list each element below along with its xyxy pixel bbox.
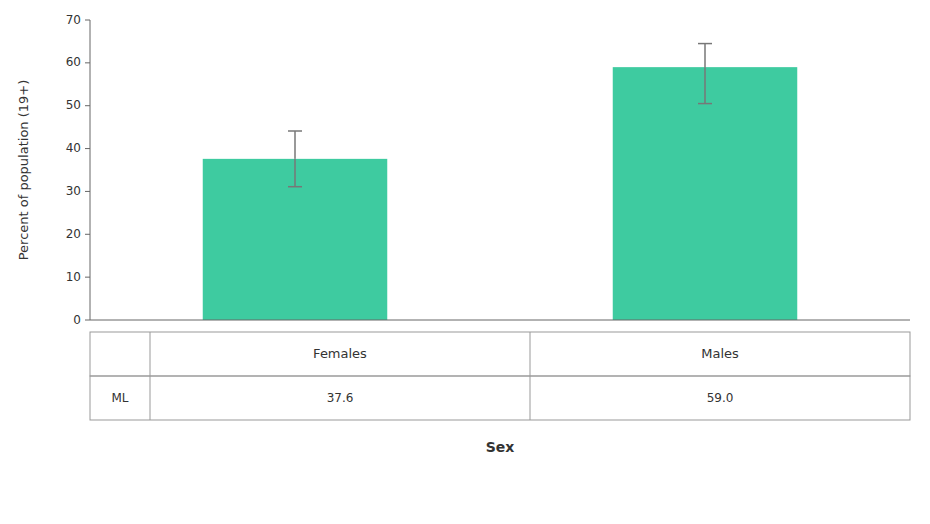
data-label: 37.6 — [327, 391, 354, 405]
table-row-values — [90, 376, 910, 420]
chart-container: 0 10 20 30 40 50 60 70 Percent of population (19… — [0, 0, 930, 524]
y-axis-label: Percent of population (19+) — [16, 80, 31, 261]
table-row-categories — [90, 332, 910, 376]
y-tick-label: 60 — [66, 55, 81, 69]
bar — [613, 67, 798, 320]
y-tick — [85, 191, 90, 192]
y-tick — [85, 234, 90, 235]
table-row-categories-divider — [530, 332, 531, 376]
x-tick-label: Females — [313, 346, 367, 361]
y-tick-label: 10 — [66, 270, 81, 284]
y-tick-label: 30 — [66, 184, 81, 198]
error-cap-upper — [288, 130, 302, 132]
y-tick — [85, 320, 90, 321]
y-tick-label: 0 — [73, 313, 81, 327]
table-row-label: ML — [111, 391, 128, 405]
error-bar-lower — [704, 67, 706, 103]
chart-svg: 0 10 20 30 40 50 60 70 Percent of population (19… — [0, 0, 930, 524]
y-tick-label: 50 — [66, 98, 81, 112]
y-tick — [85, 148, 90, 149]
table-row-values-divider — [150, 376, 151, 420]
error-bar-upper — [704, 44, 706, 68]
error-cap-lower — [288, 186, 302, 188]
error-bar-upper — [294, 131, 296, 159]
x-axis-label: Sex — [486, 439, 515, 455]
y-tick-label: 20 — [66, 227, 81, 241]
x-tick-label: Males — [701, 346, 739, 361]
error-cap-lower — [698, 103, 712, 105]
plot-area — [203, 44, 798, 320]
x-axis-line — [90, 320, 910, 321]
error-cap-upper — [698, 43, 712, 45]
y-tick-label: 70 — [66, 13, 81, 27]
y-tick — [85, 277, 90, 278]
data-label: 59.0 — [707, 391, 734, 405]
error-bar-lower — [294, 159, 296, 187]
y-axis-line — [90, 20, 91, 320]
table-row-categories-divider — [150, 332, 151, 376]
y-tick-label: 40 — [66, 141, 81, 155]
bar — [203, 159, 388, 320]
y-tick — [85, 20, 90, 21]
y-tick — [85, 105, 90, 106]
table-row-values-divider — [530, 376, 531, 420]
y-tick — [85, 62, 90, 63]
